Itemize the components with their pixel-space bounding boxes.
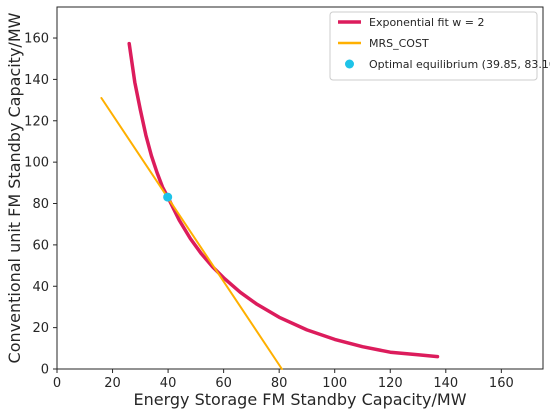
y-axis-title: Conventional unit FM Standby Capacity/MW [5,12,24,363]
y-tick-label: 100 [24,156,49,171]
x-tick-label: 140 [433,376,458,391]
mrs-cost-line [100,97,283,370]
x-axis-title: Energy Storage FM Standby Capacity/MW [133,390,466,409]
x-tick-label: 120 [378,376,403,391]
y-tick-label: 0 [41,363,49,378]
x-tick-label: 40 [160,376,177,391]
optimal-equilibrium-point [163,192,173,202]
x-tick-label: 160 [489,376,514,391]
legend-box [329,11,538,81]
x-tick-label: 20 [104,376,121,391]
legend: Exponential fit w = 2 MRS_COST Optimal e… [329,11,550,81]
y-tick-label: 120 [24,114,49,129]
exponential-fit-line [127,41,440,359]
plot-frame [56,6,544,370]
x-tick-label: 60 [215,376,232,391]
legend-label-exponential-fit: Exponential fit w = 2 [369,16,485,29]
legend-label-optimal-equilibrium: Optimal equilibrium (39.85, 83.10) [369,58,550,71]
axis-ticks: 0 20 40 60 80 100 120 140 160 0 20 40 60 80 100 120 140 1… [24,32,514,391]
y-tick-label: 80 [32,197,49,212]
y-tick-label: 140 [24,73,49,88]
x-tick-label: 100 [322,376,347,391]
y-tick-label: 20 [32,321,49,336]
curves [100,41,440,370]
y-tick-label: 60 [32,238,49,253]
y-tick-label: 40 [32,280,49,295]
legend-label-mrs-cost: MRS_COST [369,37,429,50]
legend-marker-optimal-equilibrium [345,59,354,69]
x-tick-label: 0 [53,376,61,391]
x-tick-label: 80 [271,376,288,391]
y-tick-label: 160 [24,32,49,47]
